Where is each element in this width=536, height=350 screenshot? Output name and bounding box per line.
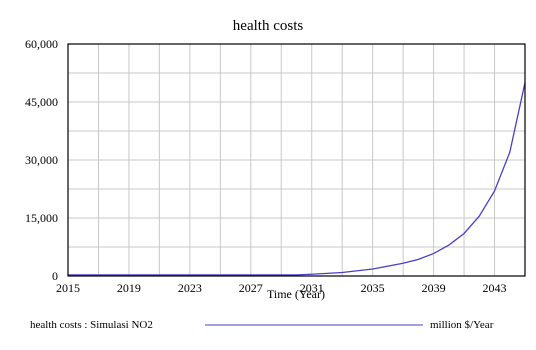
y-tick-label: 15,000 xyxy=(25,211,58,225)
y-axis-ticks: 0 15,000 30,000 45,000 60,000 xyxy=(25,37,58,283)
legend: health costs : Simulasi NO2 million $/Ye… xyxy=(30,319,494,331)
y-tick-label: 30,000 xyxy=(25,153,58,167)
x-tick-label: 2043 xyxy=(483,281,507,295)
y-tick-label: 45,000 xyxy=(25,95,58,109)
grid xyxy=(68,44,525,276)
x-tick-label: 2035 xyxy=(361,281,385,295)
x-tick-label: 2031 xyxy=(300,281,324,295)
series-layer xyxy=(68,82,526,276)
x-tick-label: 2023 xyxy=(178,281,202,295)
x-tick-label: 2015 xyxy=(56,281,80,295)
x-axis-title: Time (Year) xyxy=(267,287,325,301)
x-axis-ticks: 2015 2019 2023 2027 2031 2035 2039 2043 xyxy=(56,281,507,295)
y-tick-label: 0 xyxy=(52,269,58,283)
series-line xyxy=(68,82,526,276)
chart-title: health costs xyxy=(233,18,304,34)
legend-series-name: health costs : Simulasi NO2 xyxy=(30,319,153,331)
legend-series-unit: million $/Year xyxy=(430,319,494,331)
x-tick-label: 2027 xyxy=(239,281,263,295)
x-tick-label: 2039 xyxy=(422,281,446,295)
y-tick-label: 60,000 xyxy=(25,37,58,51)
plot-frame xyxy=(67,43,526,277)
x-tick-label: 2019 xyxy=(117,281,141,295)
